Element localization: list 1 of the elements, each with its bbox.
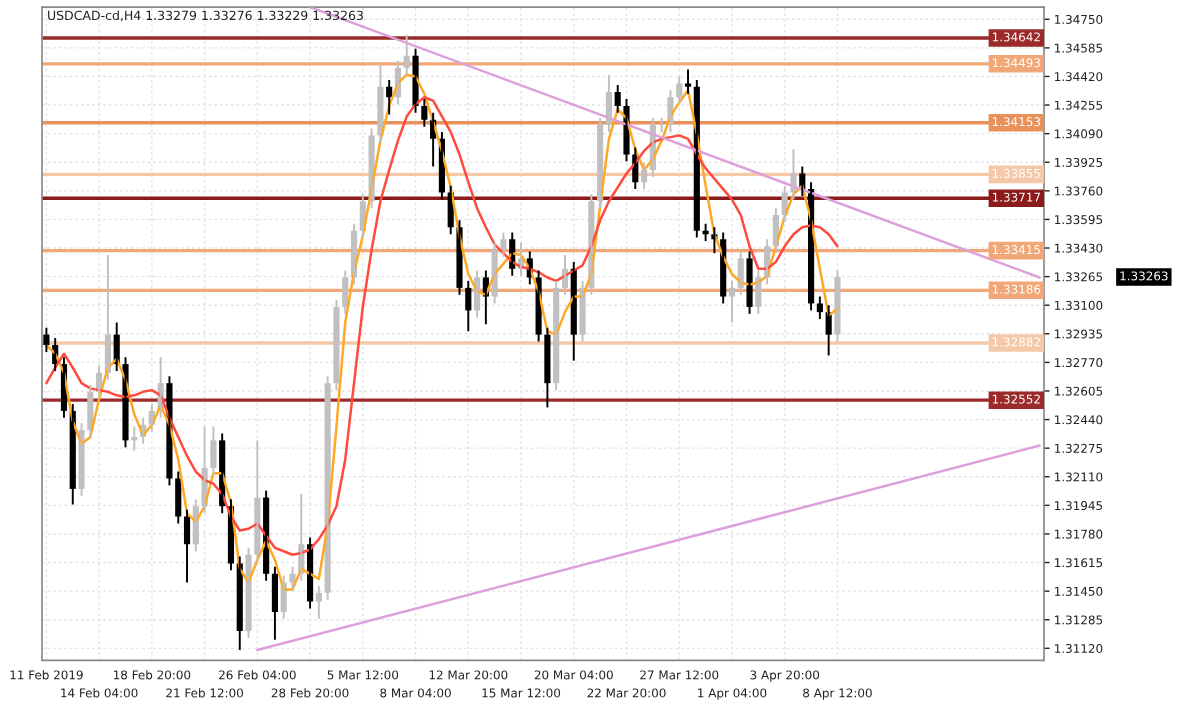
candlestick (658, 117, 665, 133)
